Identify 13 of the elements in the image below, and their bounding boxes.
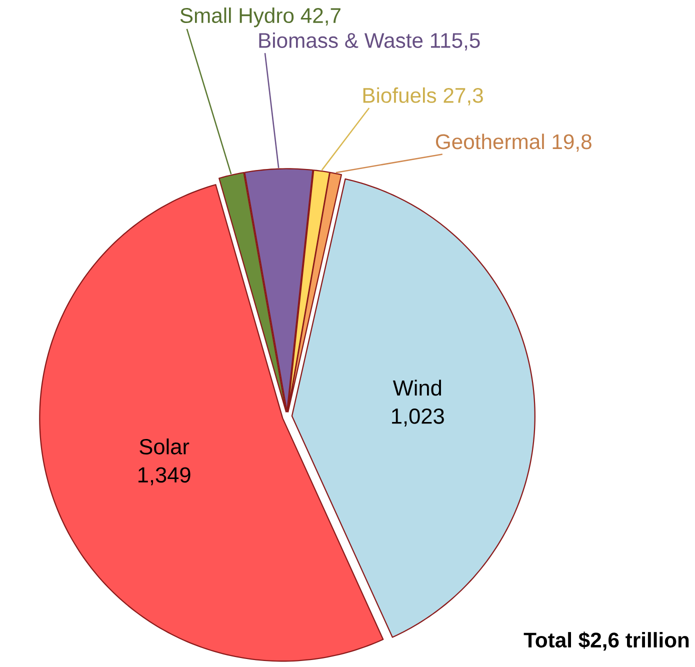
data-label: 1,023 (392, 408, 444, 426)
slice-label: Biofuels (363, 87, 436, 103)
data-label: 27,3 (444, 88, 483, 106)
slice-label: Wind (392, 380, 442, 396)
slice-label: Biomass & Waste (259, 32, 423, 48)
slice-label: Solar (140, 438, 190, 454)
slice-label: Small Hydro (180, 7, 294, 28)
data-label: 19,8 (552, 134, 592, 152)
data-label: 42,7 (300, 8, 340, 26)
data-label: 115,5 (430, 33, 480, 50)
data-label: 1,349 (138, 467, 190, 486)
text: Total $2,6 trillion (524, 632, 689, 651)
slice-label: Geothermal (436, 134, 544, 150)
